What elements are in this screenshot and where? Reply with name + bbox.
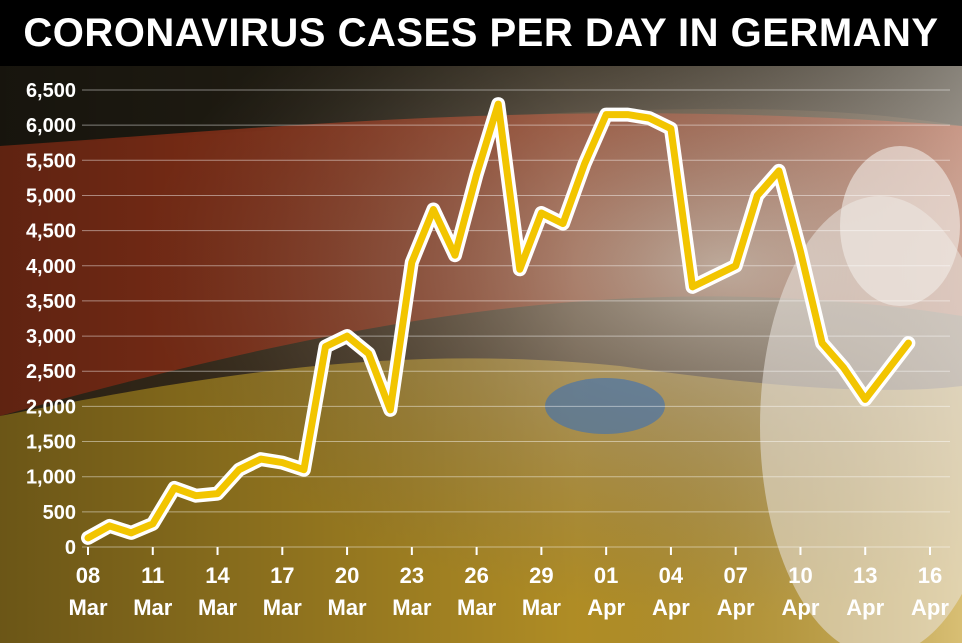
x-tick-label: 20 <box>335 563 359 588</box>
data-point <box>173 487 175 489</box>
x-tick-label: 10 <box>788 563 812 588</box>
data-point <box>281 462 283 464</box>
data-point <box>476 173 478 175</box>
y-tick-label: 6,000 <box>26 115 76 137</box>
data-point <box>692 286 694 288</box>
x-tick-label: Apr <box>587 595 625 620</box>
data-point <box>238 469 240 471</box>
data-point <box>756 194 758 196</box>
data-point <box>648 117 650 119</box>
x-tick-label: Mar <box>133 595 173 620</box>
x-tick-label: Apr <box>652 595 690 620</box>
chart-title: CORONAVIRUS CASES PER DAY IN GERMANY <box>0 0 962 66</box>
x-tick-label: 14 <box>205 563 230 588</box>
y-tick-label: 3,500 <box>26 291 76 313</box>
x-tick-label: 16 <box>918 563 942 588</box>
suit-hood <box>840 146 960 306</box>
data-point <box>454 254 456 256</box>
data-point <box>432 209 434 211</box>
data-point <box>821 342 823 344</box>
data-point <box>670 128 672 130</box>
data-point <box>907 342 909 344</box>
x-tick-label: Apr <box>782 595 820 620</box>
y-tick-label: 1,000 <box>26 467 76 489</box>
x-tick-label: 11 <box>141 563 164 588</box>
data-point <box>843 367 845 369</box>
y-tick-label: 2,500 <box>26 361 76 383</box>
x-tick-label: Mar <box>68 595 108 620</box>
data-point <box>368 353 370 355</box>
data-point <box>324 346 326 348</box>
x-tick-label: Mar <box>263 595 303 620</box>
data-point <box>864 398 866 400</box>
plot-area: 0 500 1,000 1,500 2,000 2,500 3,000 3,500 4,000 4… <box>0 66 962 643</box>
data-point <box>109 525 111 527</box>
x-tick-label: 07 <box>723 563 747 588</box>
data-point <box>713 275 715 277</box>
y-tick-label: 4,500 <box>26 221 76 243</box>
data-point <box>152 523 154 525</box>
x-tick-label: Mar <box>198 595 238 620</box>
data-point <box>605 114 607 116</box>
data-point <box>346 335 348 337</box>
data-point <box>778 170 780 172</box>
data-point <box>217 493 219 495</box>
data-point <box>497 103 499 105</box>
x-tick-label: 23 <box>400 563 424 588</box>
x-tick-label: 13 <box>853 563 877 588</box>
data-point <box>87 537 89 539</box>
data-point <box>519 268 521 270</box>
x-tick-label: 26 <box>464 563 488 588</box>
x-tick-label: Mar <box>457 595 497 620</box>
data-point <box>886 370 888 372</box>
data-point <box>303 469 305 471</box>
y-tick-label: 0 <box>65 537 76 559</box>
data-point <box>411 261 413 263</box>
y-tick-label: 5,500 <box>26 150 76 172</box>
glove-icon <box>545 378 665 434</box>
x-tick-label: 29 <box>529 563 553 588</box>
data-point <box>130 532 132 534</box>
y-tick-label: 3,000 <box>26 326 76 348</box>
data-point <box>735 265 737 267</box>
data-point <box>195 495 197 497</box>
data-point <box>562 223 564 225</box>
x-tick-label: Mar <box>522 595 562 620</box>
y-tick-label: 1,500 <box>26 432 76 454</box>
data-point <box>799 251 801 253</box>
data-point <box>540 212 542 214</box>
data-point <box>627 114 629 116</box>
x-tick-label: Apr <box>846 595 884 620</box>
data-point <box>584 163 586 165</box>
x-tick-label: Mar <box>392 595 432 620</box>
data-point <box>389 409 391 411</box>
y-tick-label: 4,000 <box>26 256 76 278</box>
series-line-outline <box>81 97 916 545</box>
data-point <box>260 458 262 460</box>
y-tick-label: 2,000 <box>26 396 76 418</box>
y-tick-label: 5,000 <box>26 185 76 207</box>
x-tick-label: Apr <box>911 595 949 620</box>
x-tick-label: 08 <box>76 563 100 588</box>
line-chart: 0 500 1,000 1,500 2,000 2,500 3,000 3,500 4,000 4… <box>26 80 950 620</box>
y-tick-label: 6,500 <box>26 80 76 102</box>
y-tick-label: 500 <box>43 502 76 524</box>
x-tick-label: 04 <box>659 563 684 588</box>
x-tick-label: 01 <box>594 563 618 588</box>
x-tick-label: Apr <box>717 595 755 620</box>
x-tick-label: Mar <box>328 595 368 620</box>
x-tick-label: 17 <box>270 563 294 588</box>
